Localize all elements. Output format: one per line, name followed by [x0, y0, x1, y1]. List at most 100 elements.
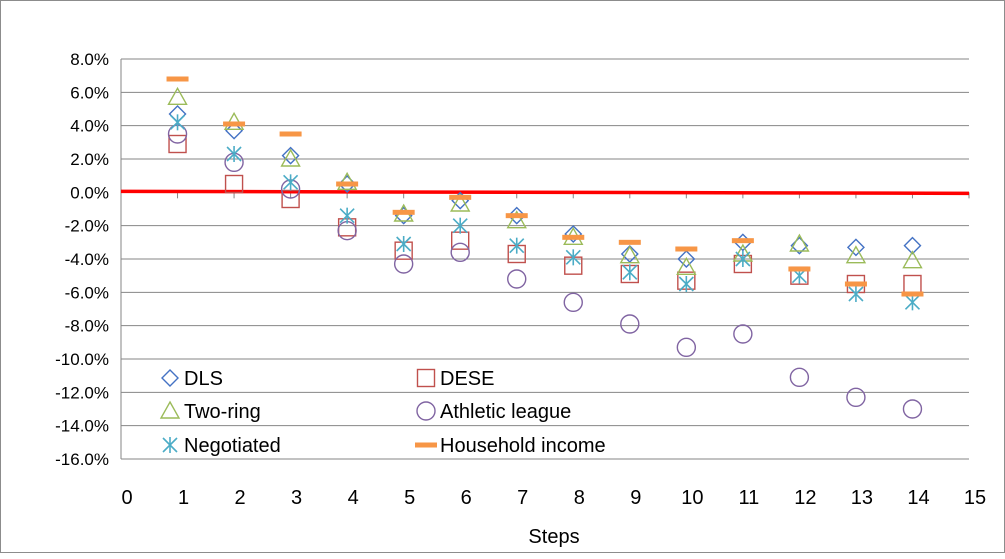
- x-tick-label: 9: [630, 487, 641, 509]
- data-points: [166, 76, 924, 419]
- y-tick-label: 2.0%: [70, 150, 109, 169]
- y-tick-label: -6.0%: [65, 283, 109, 302]
- circle-marker: [393, 254, 414, 274]
- diamond-marker: [281, 146, 300, 165]
- triangle-marker: [223, 111, 245, 131]
- diamond-marker: [225, 121, 244, 140]
- circle-marker: [416, 401, 436, 421]
- dash-marker: [415, 442, 437, 448]
- y-tick-label: -12.0%: [55, 383, 109, 402]
- circle-marker: [902, 399, 923, 419]
- dash-marker: [844, 281, 867, 287]
- y-tick-label: -8.0%: [65, 317, 109, 336]
- asterisk-marker: [452, 217, 468, 234]
- x-axis-label: Steps: [528, 526, 579, 548]
- square-marker: [451, 231, 470, 250]
- gridlines: [121, 58, 969, 460]
- dash-marker: [279, 131, 302, 137]
- x-tick-label: 15: [964, 487, 986, 509]
- diamond-marker: [846, 238, 865, 257]
- x-tick-label: 4: [348, 487, 359, 509]
- y-tick-label: -16.0%: [55, 450, 109, 469]
- y-tick-label: 8.0%: [70, 50, 109, 69]
- circle-marker: [789, 367, 810, 388]
- x-tick-label: 7: [517, 487, 528, 509]
- dash-marker: [618, 239, 641, 245]
- zero-line: [120, 189, 970, 196]
- asterisk-marker: [162, 437, 178, 453]
- diamond-marker: [903, 236, 922, 255]
- x-tick-label: 2: [235, 487, 246, 509]
- asterisk-marker: [339, 207, 355, 224]
- triangle-marker: [845, 245, 867, 264]
- dash-marker: [562, 234, 585, 240]
- triangle-marker: [902, 250, 923, 269]
- dash-marker: [731, 238, 754, 244]
- triangle-marker: [280, 148, 301, 167]
- asterisk-marker: [848, 286, 864, 302]
- legend-entry: Two-ring: [159, 400, 261, 423]
- circle-marker: [563, 292, 583, 313]
- dash-marker: [449, 194, 472, 200]
- legend-label: Two-ring: [184, 401, 261, 423]
- series-household-income: [166, 76, 924, 297]
- y-tick-label: 6.0%: [70, 83, 109, 102]
- triangle-marker: [789, 233, 810, 252]
- legend: DLS DESE Two-ring Athletic league Negotiated…: [159, 368, 606, 457]
- dash-marker: [675, 246, 698, 252]
- series-negotiated: [169, 114, 921, 311]
- x-tick-label: 13: [851, 487, 873, 509]
- asterisk-marker: [226, 146, 242, 162]
- triangle-marker: [619, 245, 640, 264]
- asterisk-marker: [509, 237, 525, 254]
- x-tick-label: 0: [121, 487, 132, 509]
- asterisk-marker: [396, 236, 412, 252]
- dash-marker: [392, 209, 415, 215]
- asterisk-marker: [622, 264, 638, 281]
- asterisk-marker: [904, 294, 921, 311]
- y-tick-label: -14.0%: [55, 417, 109, 436]
- square-marker: [224, 174, 244, 194]
- y-tick-label: -4.0%: [65, 250, 109, 269]
- legend-entry: DESE: [416, 368, 494, 390]
- dash-marker: [788, 266, 811, 272]
- x-tick-label: 11: [738, 487, 759, 509]
- triangle-marker: [676, 256, 697, 276]
- triangle-marker: [336, 171, 358, 191]
- legend-entry: Athletic league: [416, 401, 571, 423]
- triangle-marker: [167, 86, 188, 106]
- legend-label: Negotiated: [184, 435, 281, 457]
- diamond-marker: [620, 245, 639, 263]
- triangle-marker: [159, 400, 181, 419]
- diamond-marker: [161, 369, 179, 387]
- circle-marker: [846, 387, 866, 408]
- dash-marker: [901, 291, 924, 297]
- triangle-marker: [450, 193, 471, 212]
- legend-entry: Negotiated: [162, 435, 281, 457]
- circle-marker: [450, 242, 470, 263]
- dash-marker: [166, 76, 189, 82]
- diamond-marker: [790, 236, 809, 255]
- circle-marker: [620, 314, 640, 334]
- zero-reference-line: [120, 189, 970, 196]
- circle-marker: [337, 220, 357, 241]
- asterisk-marker: [169, 114, 186, 131]
- legend-entry: Household income: [415, 435, 606, 457]
- legend-label: Athletic league: [440, 401, 571, 423]
- triangle-marker: [506, 210, 527, 229]
- diamond-marker: [507, 206, 526, 225]
- legend-label: DLS: [184, 368, 223, 390]
- square-marker: [281, 189, 300, 209]
- series-two-ring: [167, 86, 923, 276]
- circle-marker: [507, 269, 527, 289]
- circle-marker: [676, 337, 697, 358]
- asterisk-marker: [735, 251, 751, 267]
- x-tick-label: 5: [404, 487, 415, 509]
- y-tick-label: -10.0%: [55, 350, 109, 369]
- x-tick-label: 14: [907, 487, 929, 509]
- x-tick-label: 6: [461, 487, 472, 509]
- y-tick-label: 0.0%: [70, 183, 109, 202]
- y-tick-label: 4.0%: [70, 117, 109, 136]
